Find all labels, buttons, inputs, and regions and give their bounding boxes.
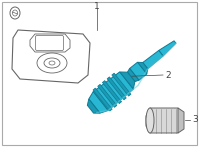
Ellipse shape <box>37 53 67 73</box>
Polygon shape <box>146 108 181 133</box>
Polygon shape <box>159 41 176 56</box>
Polygon shape <box>93 72 133 111</box>
Polygon shape <box>107 77 126 100</box>
Polygon shape <box>112 73 131 96</box>
Text: 2: 2 <box>165 71 171 80</box>
Polygon shape <box>30 34 70 52</box>
Polygon shape <box>127 69 139 82</box>
Polygon shape <box>98 84 117 107</box>
Ellipse shape <box>44 58 60 68</box>
Polygon shape <box>87 99 100 113</box>
Polygon shape <box>120 72 135 89</box>
Polygon shape <box>137 62 148 74</box>
Ellipse shape <box>49 61 55 65</box>
Ellipse shape <box>10 7 20 19</box>
Text: 3: 3 <box>192 116 198 125</box>
Polygon shape <box>143 50 163 69</box>
Text: 1: 1 <box>94 1 100 10</box>
Polygon shape <box>130 62 147 80</box>
Polygon shape <box>102 81 122 104</box>
Ellipse shape <box>12 10 18 16</box>
Polygon shape <box>89 92 108 113</box>
FancyBboxPatch shape <box>36 35 64 51</box>
Ellipse shape <box>146 108 154 133</box>
Polygon shape <box>178 108 184 133</box>
FancyBboxPatch shape <box>2 2 197 145</box>
Polygon shape <box>93 88 112 111</box>
Polygon shape <box>12 30 90 83</box>
